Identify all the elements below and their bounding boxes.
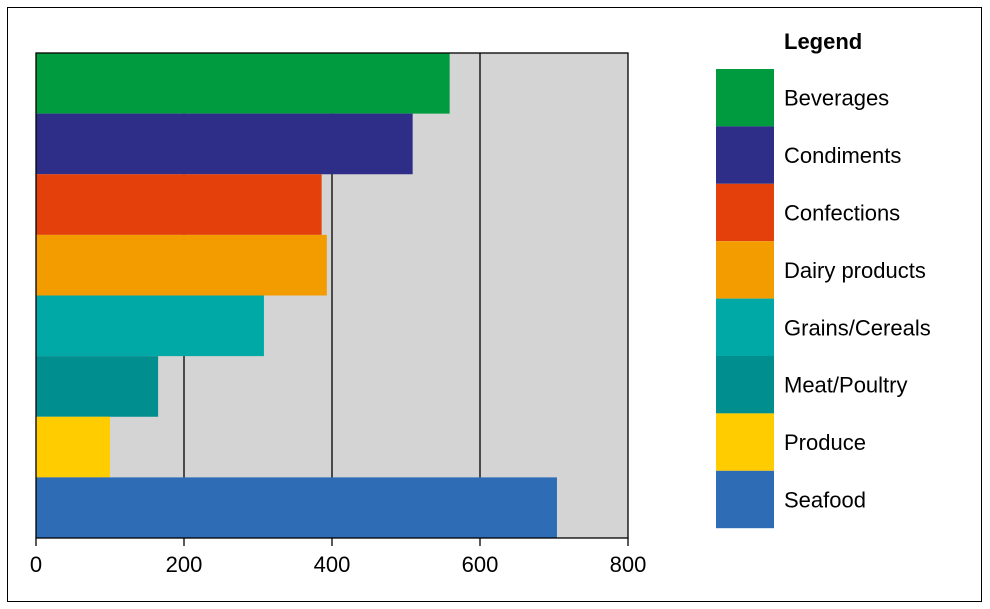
bar-dairy-products — [36, 234, 327, 296]
legend-label-confections: Confections — [784, 201, 900, 226]
bar-produce — [36, 416, 110, 478]
bar-seafood — [36, 477, 557, 538]
legend-label-dairy-products: Dairy products — [784, 258, 926, 283]
x-tick-label: 800 — [610, 552, 647, 577]
legend-swatch-condiments — [716, 126, 774, 184]
x-tick-label: 600 — [462, 552, 499, 577]
legend-swatch-confections — [716, 183, 774, 242]
legend-label-meat-poultry: Meat/Poultry — [784, 373, 908, 398]
bar-condiments — [36, 113, 413, 175]
legend-label-beverages: Beverages — [784, 86, 889, 111]
legend-swatch-grains-cereals — [716, 298, 774, 356]
legend-title: Legend — [784, 29, 862, 54]
legend-label-seafood: Seafood — [784, 488, 866, 513]
bar-grains-cereals — [36, 295, 264, 357]
legend-label-condiments: Condiments — [784, 143, 901, 168]
legend-label-produce: Produce — [784, 430, 866, 455]
legend-swatch-beverages — [716, 69, 774, 127]
legend-swatch-meat-poultry — [716, 356, 774, 414]
x-tick-label: 0 — [30, 552, 42, 577]
x-tick-label: 200 — [166, 552, 203, 577]
bars — [36, 53, 557, 538]
legend-swatch-seafood — [716, 470, 774, 529]
x-axis: 0 200 400 600 800 — [30, 538, 646, 577]
x-tick-label: 400 — [314, 552, 351, 577]
legend-swatch-dairy-products — [716, 241, 774, 299]
bar-meat-poultry — [36, 356, 159, 417]
legend: Legend Beverages Condiments Confections Dai… — [716, 29, 931, 529]
legend-swatch-produce — [716, 413, 774, 471]
bar-beverages — [36, 53, 450, 114]
legend-label-grains-cereals: Grains/Cereals — [784, 315, 931, 340]
bar-confections — [36, 174, 322, 235]
